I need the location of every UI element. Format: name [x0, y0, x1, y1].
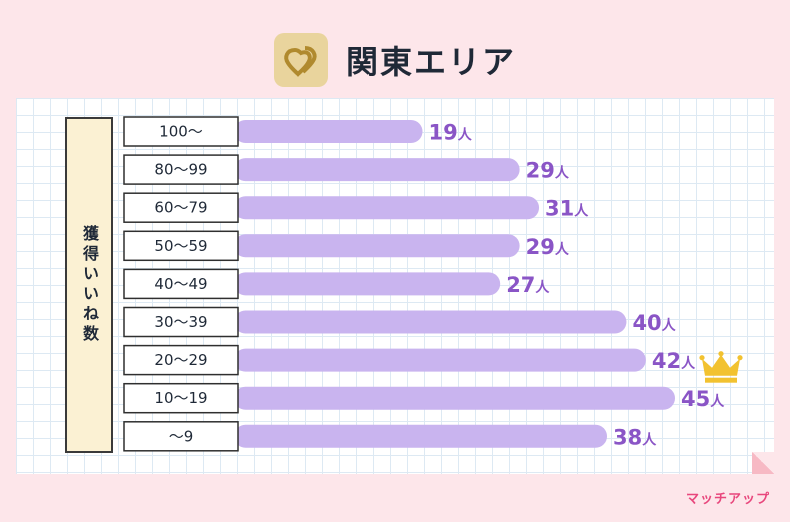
category-label: 60〜79 [154, 199, 207, 217]
category-box [123, 344, 239, 376]
category-box [123, 154, 239, 185]
category-box [123, 306, 239, 338]
bar-6 [234, 348, 646, 372]
bar-2 [234, 196, 540, 220]
bar-3 [234, 234, 520, 258]
value-label: 38人 [613, 425, 657, 449]
bar-7 [234, 386, 675, 410]
page-title: 関東エリア [345, 43, 516, 81]
category-label: 80〜99 [154, 161, 207, 179]
value-label: 27人 [506, 273, 550, 297]
category-box [123, 382, 239, 414]
app-logo-icon [273, 33, 328, 87]
bar-1 [234, 158, 520, 182]
value-label: 31人 [545, 197, 589, 221]
bar-4 [234, 272, 501, 296]
value-label: 29人 [526, 235, 570, 259]
value-label: 29人 [526, 159, 570, 183]
page-fold-corner [752, 452, 774, 474]
category-box [123, 421, 239, 452]
category-label: 50〜59 [154, 237, 207, 255]
y-axis-label: 獲得いいね数 [80, 225, 99, 345]
category-label: 10〜19 [154, 389, 207, 407]
category-box [123, 230, 239, 262]
category-label: 100〜 [159, 123, 203, 141]
category-box [123, 192, 239, 223]
brand-logo: マッチアップ [685, 492, 770, 507]
category-box [123, 116, 239, 147]
bar-5 [234, 310, 627, 334]
value-label: 42人 [652, 349, 696, 373]
bar-8 [234, 424, 608, 448]
category-label: 20〜29 [154, 351, 207, 369]
category-label: 40〜49 [154, 275, 207, 293]
y-axis-label-box: 獲得いいね数 [65, 117, 113, 453]
category-box [123, 268, 239, 300]
value-label: 40人 [632, 311, 676, 335]
value-label: 45人 [681, 387, 725, 411]
value-label: 19人 [429, 121, 473, 145]
category-label: 30〜39 [154, 313, 207, 331]
header: 関東エリア [0, 28, 790, 92]
crown-icon [699, 351, 743, 383]
bar-0 [234, 120, 423, 143]
category-label: 〜9 [169, 427, 194, 445]
